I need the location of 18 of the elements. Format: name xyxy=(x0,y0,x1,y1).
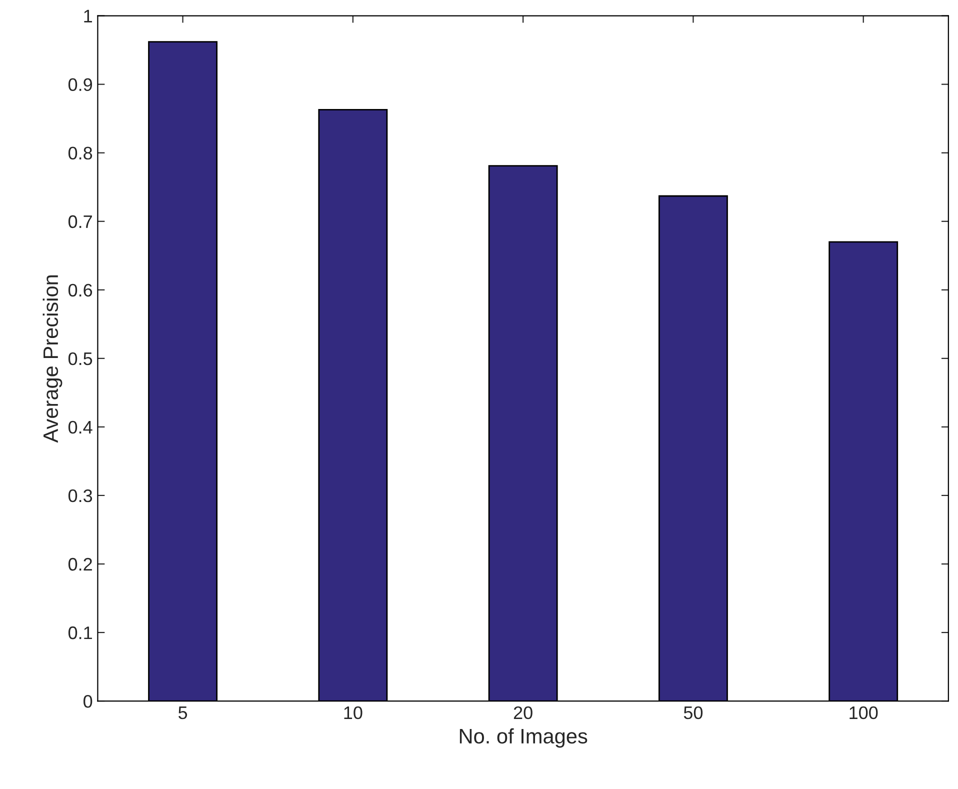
x-tick-label: 100 xyxy=(850,706,878,720)
x-tick-label: 10 xyxy=(344,706,362,720)
y-tick-label: 0.2 xyxy=(68,558,92,571)
x-tick-label: 50 xyxy=(684,706,703,720)
x-tick-label: 20 xyxy=(514,706,532,720)
y-tick-label: 0.8 xyxy=(68,146,92,160)
y-tick-label: 0.9 xyxy=(68,78,92,92)
y-tick-label: 0.4 xyxy=(68,420,92,434)
y-tick-label: 0 xyxy=(84,694,92,708)
y-tick-label: 0.7 xyxy=(68,215,92,228)
x-tick-label: 5 xyxy=(178,706,188,720)
y-tick-label: 0.1 xyxy=(68,626,92,640)
x-axis-title: No. of Images xyxy=(460,728,588,748)
y-tick-label: 0.6 xyxy=(68,284,92,297)
y-tick-label: 1 xyxy=(84,10,92,22)
y-axis-title: Average Precision xyxy=(42,275,62,443)
y-tick-label: 0.3 xyxy=(68,489,92,502)
y-tick-label: 0.5 xyxy=(68,352,92,366)
